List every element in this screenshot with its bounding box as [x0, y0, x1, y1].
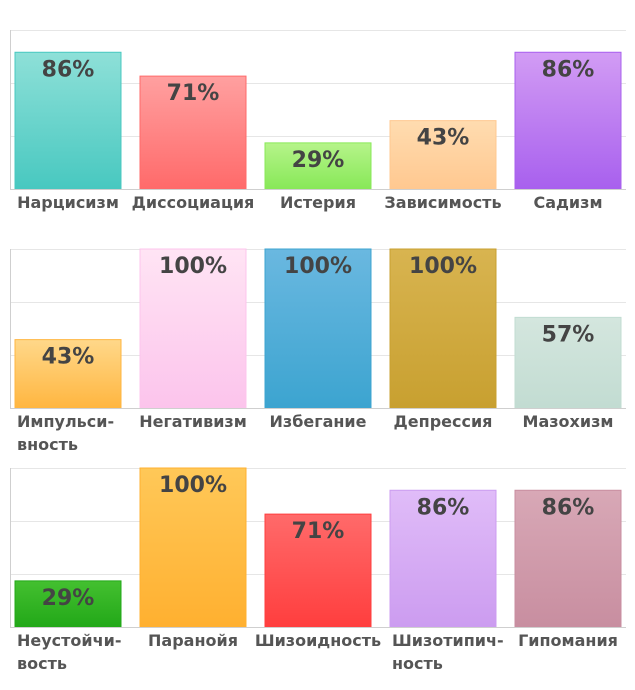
data-label: 86%	[42, 57, 95, 82]
data-label: 86%	[542, 57, 595, 82]
chart-panel-3: 29% Неустойчи-вость 100% Паранойя 71% Шизоидн…	[10, 467, 626, 673]
data-label: 29%	[42, 586, 95, 611]
chart-panel-1: 86% Нарцисизм 71% Диссоциация 29% Истерия 43% З…	[10, 30, 626, 212]
data-label: 86%	[417, 495, 470, 520]
data-label: 71%	[167, 81, 220, 106]
category-label: Депрессия	[394, 412, 493, 431]
data-label: 100%	[409, 254, 477, 279]
data-label: 100%	[159, 254, 227, 279]
category-label: Истерия	[280, 193, 356, 212]
category-label: Шизоидность	[255, 631, 381, 650]
data-label: 43%	[42, 345, 95, 370]
category-label: Зависимость	[384, 193, 501, 212]
bar-3-2	[139, 467, 247, 628]
category-label: Паранойя	[148, 631, 238, 650]
category-label: Шизотипич-ность	[392, 631, 504, 673]
bar-3-5	[514, 489, 622, 628]
bar-1-2	[139, 75, 247, 190]
bar-3-4	[389, 489, 497, 628]
bar-2-5	[514, 316, 622, 409]
data-label: 86%	[542, 495, 595, 520]
bar-1-1	[14, 51, 122, 190]
category-label: Диссоциация	[132, 193, 255, 212]
data-label: 29%	[292, 148, 345, 173]
category-label: Импульси-вность	[17, 412, 114, 454]
category-label: Неустойчи-вость	[17, 631, 121, 673]
category-label: Гипомания	[518, 631, 618, 650]
data-label: 71%	[292, 519, 345, 544]
category-label: Садизм	[533, 193, 602, 212]
bar-1-3	[264, 142, 372, 190]
category-label: Негативизм	[139, 412, 247, 431]
data-label: 57%	[542, 322, 595, 347]
data-label: 100%	[159, 473, 227, 498]
bar-3-1	[14, 580, 122, 628]
category-label: Мазохизм	[523, 412, 614, 431]
bar-2-2	[139, 248, 247, 409]
data-label: 100%	[284, 254, 352, 279]
category-label: Нарцисизм	[17, 193, 119, 212]
bar-3-3	[264, 513, 372, 628]
bar-2-3	[264, 248, 372, 409]
category-label: Избегание	[270, 412, 367, 431]
data-label: 43%	[417, 126, 470, 151]
bar-2-1	[14, 339, 122, 409]
chart-panel-2: 43% Импульси-вность 100% Негативизм 100% Избе…	[10, 248, 626, 454]
